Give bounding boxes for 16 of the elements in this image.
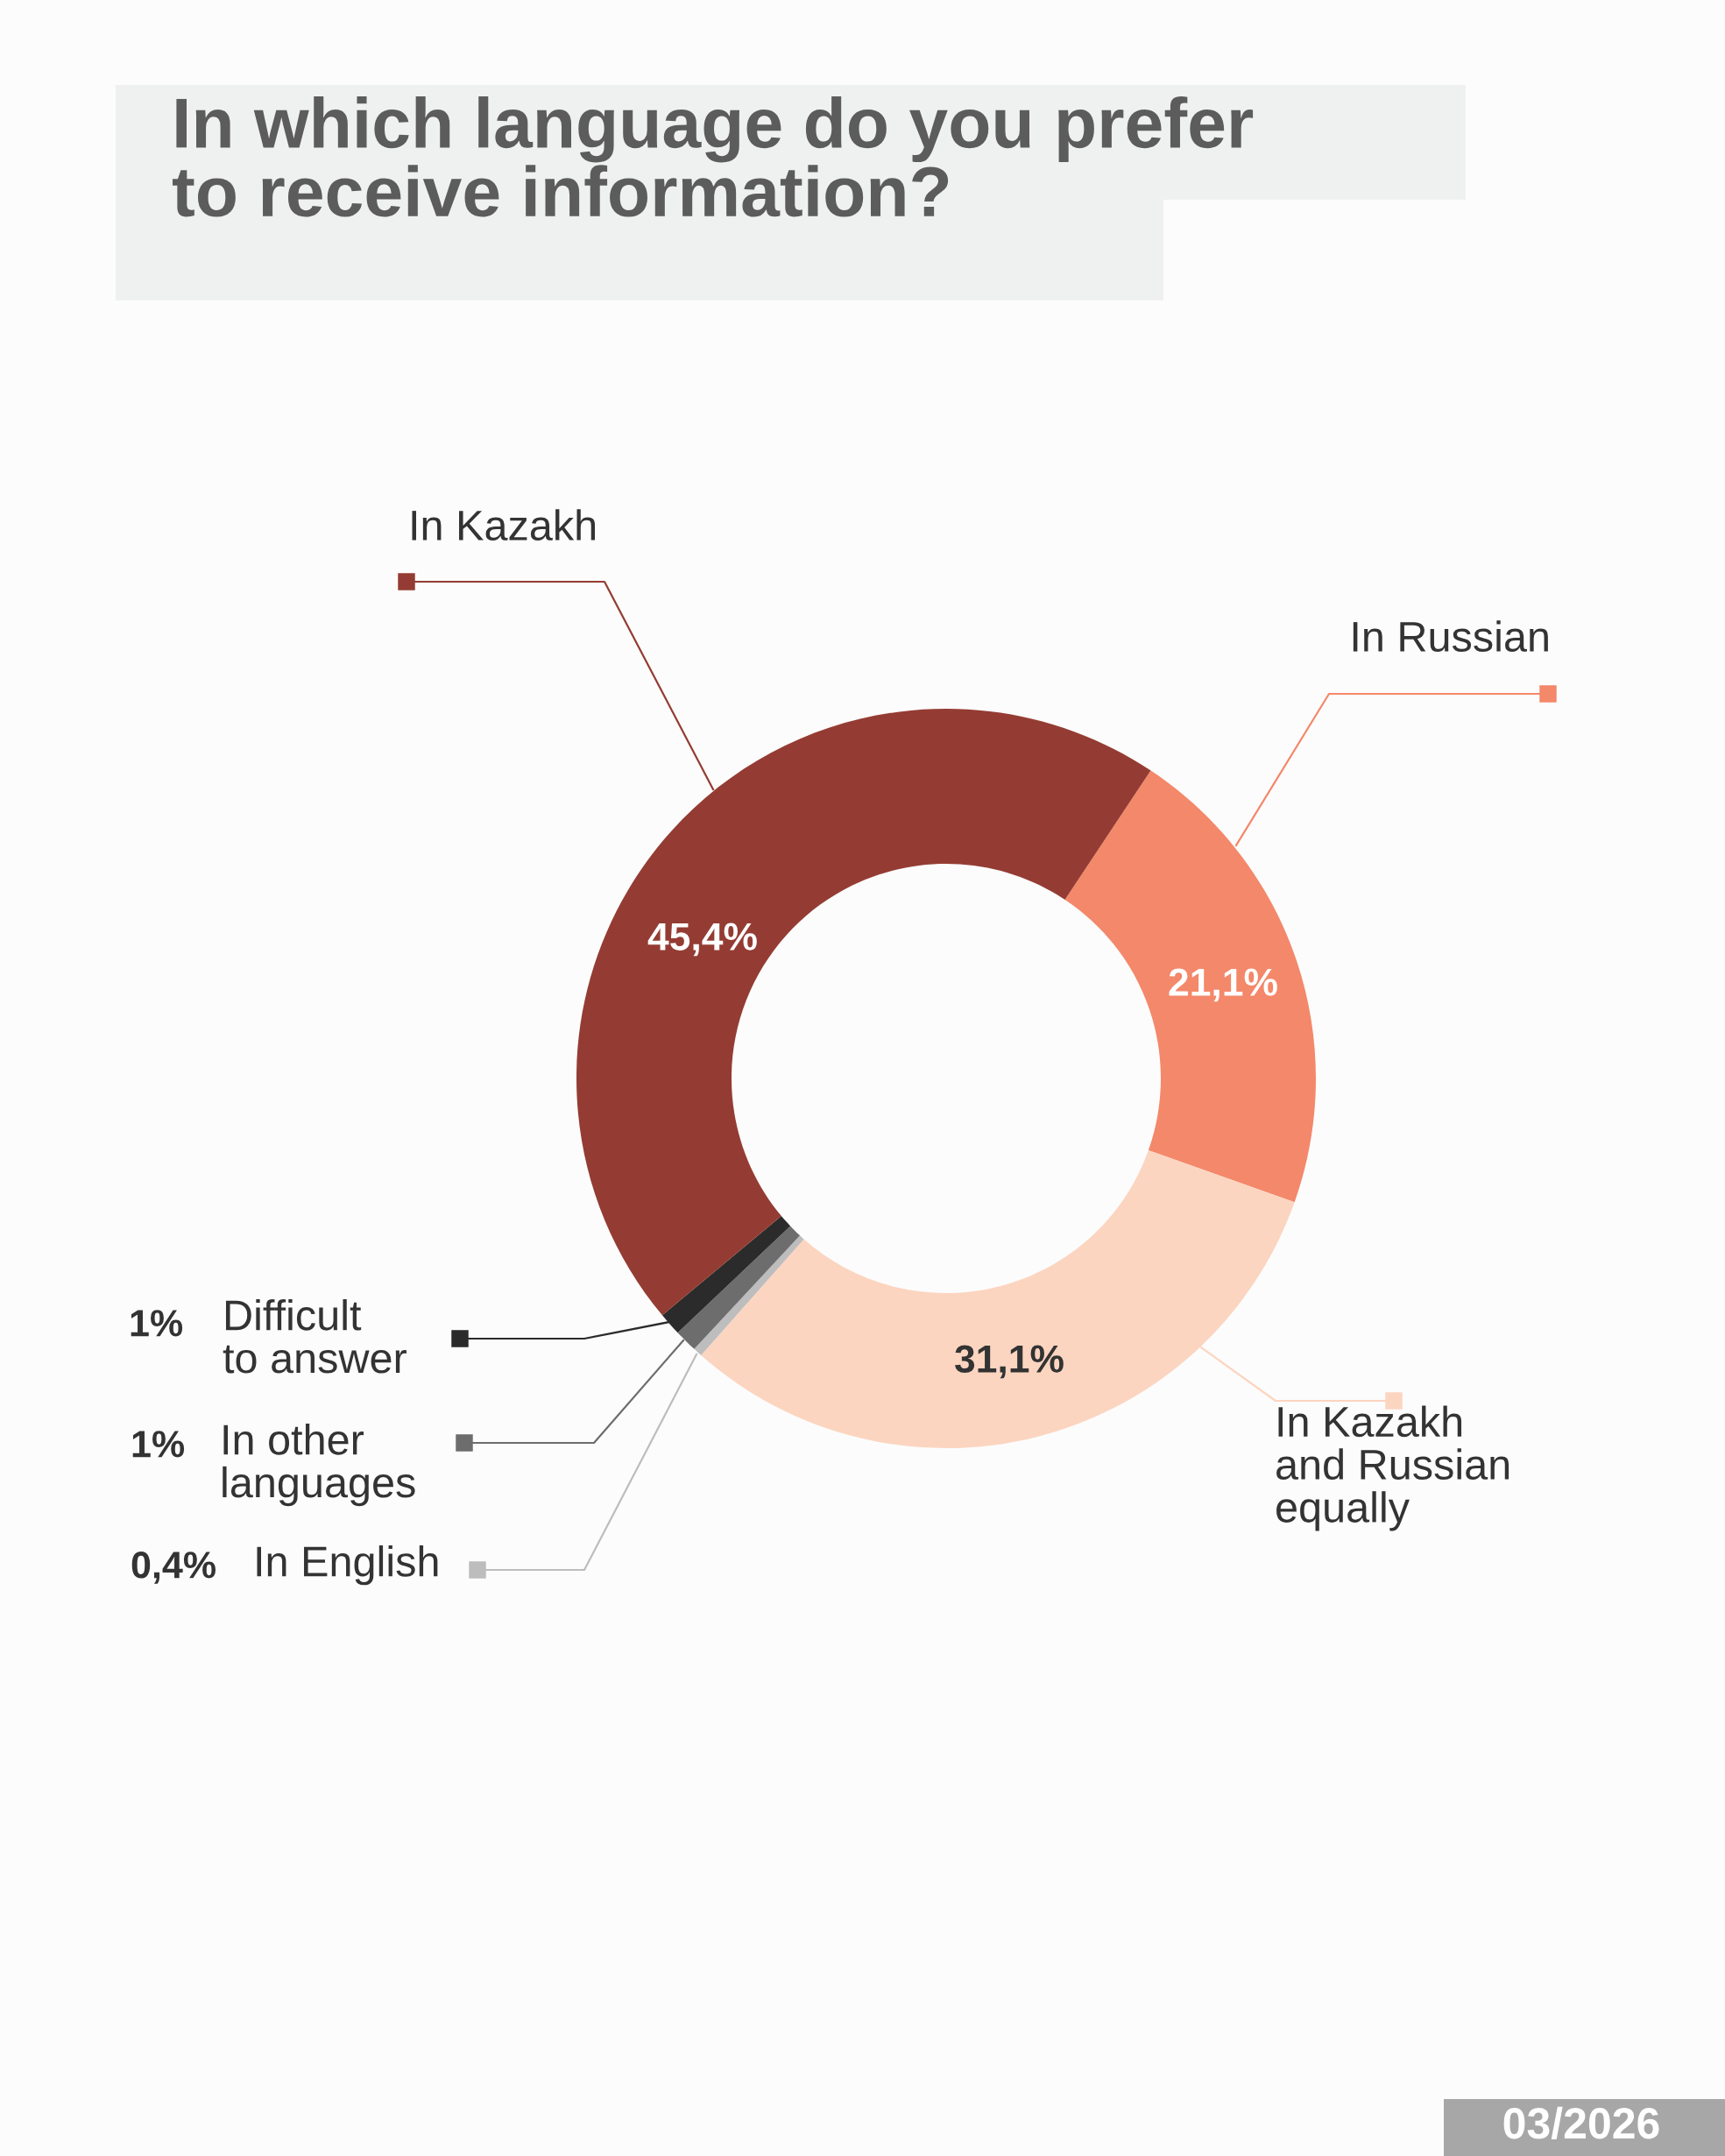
data-label: 45,4% bbox=[647, 922, 757, 957]
data-label: 31,1% bbox=[955, 1345, 1064, 1379]
legend-label: In English bbox=[257, 1545, 438, 1586]
text: 03/2026 bbox=[1503, 2106, 1659, 2139]
slice-label: In Kazakh bbox=[412, 509, 596, 541]
legend-label: Difficult to answer bbox=[223, 1299, 407, 1374]
data-label: 1% bbox=[132, 1431, 185, 1458]
slice-label: In Kazakh and Russian equally bbox=[1276, 1405, 1509, 1531]
donut-slice bbox=[1064, 770, 1316, 1203]
data-label: 21,1% bbox=[1169, 968, 1277, 1002]
slice-label: In Russian bbox=[1353, 620, 1548, 653]
donut-slice bbox=[694, 1235, 804, 1355]
legend-label: In other languages bbox=[223, 1424, 415, 1507]
data-label: 0,4% bbox=[131, 1552, 216, 1584]
chart-title: In which language do you prefer to receive information? bbox=[172, 96, 1254, 217]
data-label: 1% bbox=[131, 1310, 183, 1337]
